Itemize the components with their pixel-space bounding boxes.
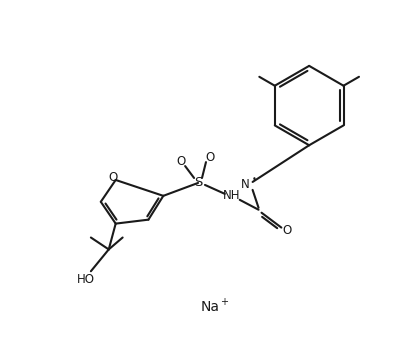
Text: O: O — [283, 224, 292, 237]
Text: HO: HO — [77, 273, 95, 286]
Text: O: O — [177, 155, 186, 168]
Text: S: S — [194, 176, 202, 189]
Text: N: N — [241, 178, 250, 191]
Text: +: + — [220, 297, 228, 307]
Text: O: O — [108, 171, 117, 184]
Text: •: • — [252, 175, 257, 184]
Text: NH: NH — [223, 189, 241, 202]
Text: O: O — [205, 151, 215, 164]
Text: Na: Na — [200, 300, 220, 314]
